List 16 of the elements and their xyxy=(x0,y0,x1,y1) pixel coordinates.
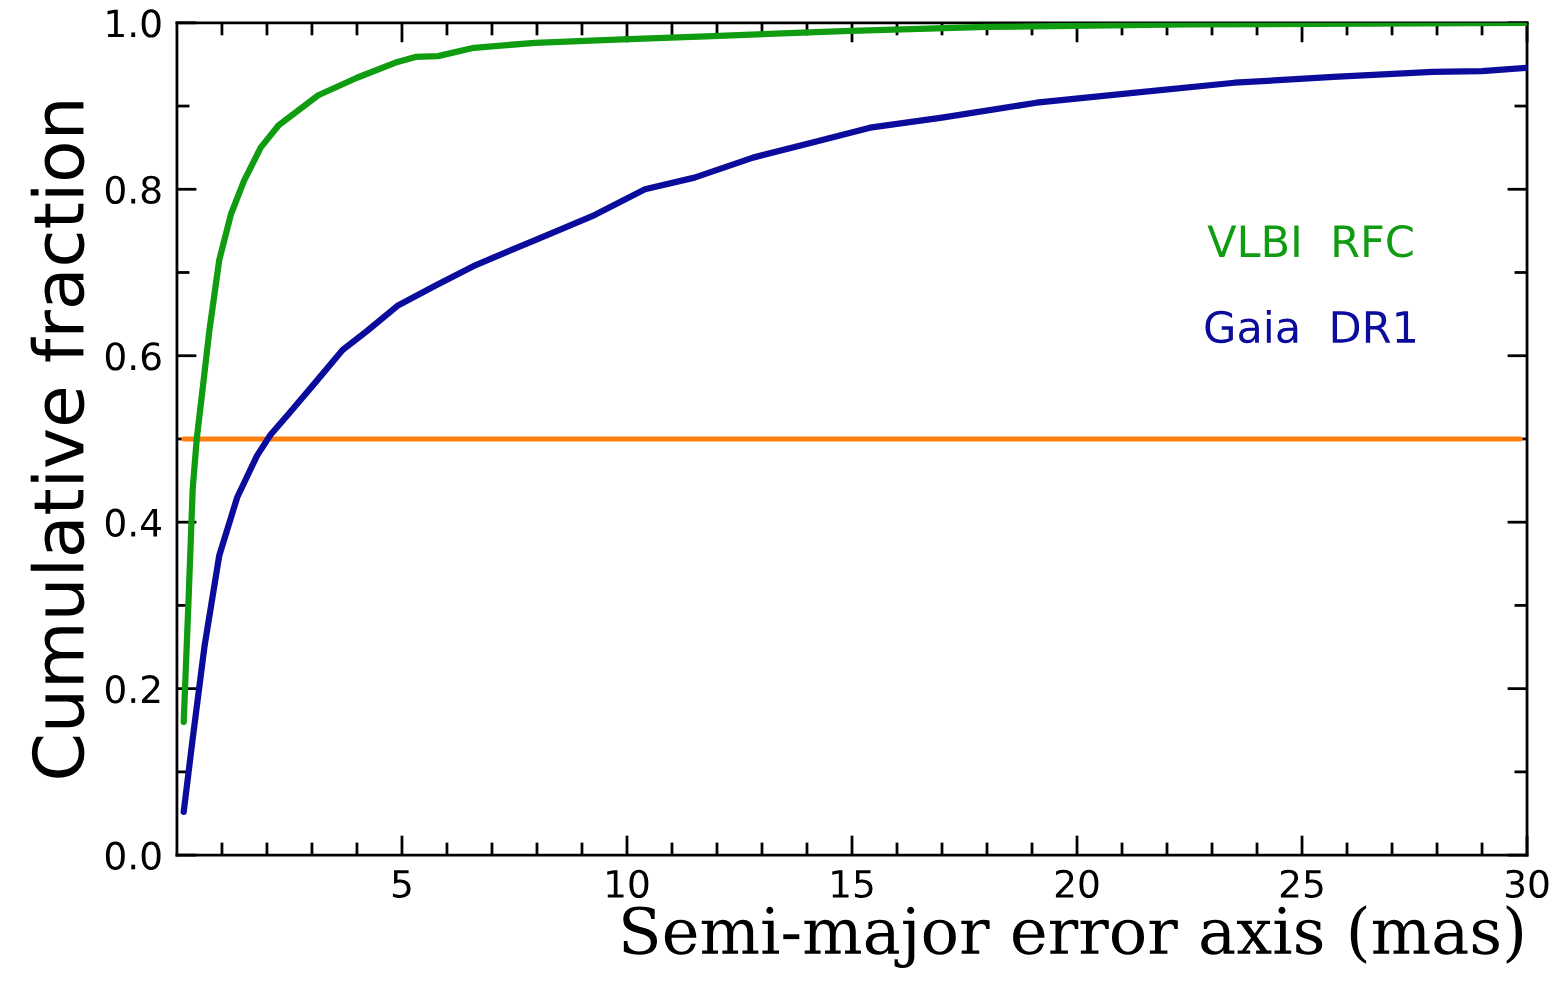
text: Gaia DR1 xyxy=(1205,309,1416,344)
x-axis-title: Semi-major error axis (mas) xyxy=(623,905,1522,969)
x-tick-label: 5 xyxy=(392,870,411,899)
y-tick-label: 0.8 xyxy=(105,175,161,205)
y-tick-label: 0.6 xyxy=(105,342,161,371)
x-tick-label: 20 xyxy=(1055,869,1099,899)
x-tick-label: 15 xyxy=(832,870,873,899)
x-tick-label: 25 xyxy=(1280,869,1323,899)
y-axis-title: Cumulative fraction xyxy=(30,102,85,778)
y-tick-label: 1.0 xyxy=(107,9,161,38)
text: VLBI RFC xyxy=(1207,224,1413,258)
y-tick-label: 0.0 xyxy=(105,841,161,870)
y-tick-label: 0.2 xyxy=(105,675,160,704)
x-tick-label: 10 xyxy=(607,869,649,899)
x-tick-label: 30 xyxy=(1506,869,1549,899)
y-tick-label: 0.4 xyxy=(105,508,161,537)
